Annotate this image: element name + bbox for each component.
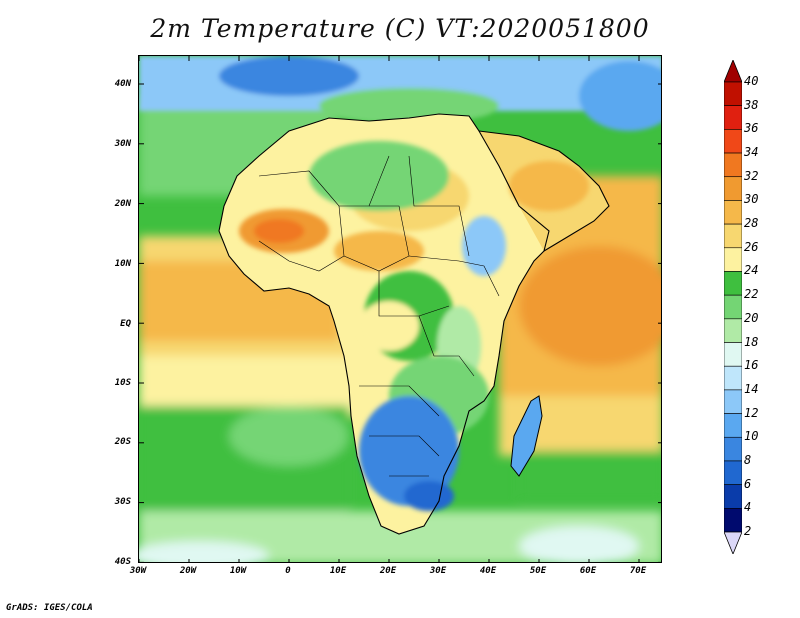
lon-label-20e: 20E xyxy=(379,566,397,576)
lat-label-30n: 30N xyxy=(114,139,131,149)
coastline xyxy=(218,113,550,535)
madagascar xyxy=(511,396,542,476)
colorbar-swatch xyxy=(724,81,742,106)
credit-text: GrADS: IGES/COLA xyxy=(6,603,93,613)
colorbar-swatch xyxy=(724,129,742,154)
colorbar-label: 6 xyxy=(744,476,752,491)
lon-label-50e: 50E xyxy=(529,566,547,576)
colorbar-bottom-triangle xyxy=(724,531,742,554)
colorbar-label: 16 xyxy=(744,358,759,373)
temperature-map xyxy=(138,55,662,563)
colorbar-label: 36 xyxy=(744,121,759,136)
arabia-coastline xyxy=(478,130,610,252)
colorbar-label: 40 xyxy=(744,74,759,88)
colorbar-label: 20 xyxy=(744,310,759,325)
colorbar-swatch xyxy=(724,247,742,272)
colorbar-label: 30 xyxy=(744,192,759,207)
colorbar-swatch xyxy=(724,389,742,414)
lon-label-10e: 10E xyxy=(329,566,347,576)
lat-label-20s: 20S xyxy=(114,437,131,447)
country-borders xyxy=(258,155,500,477)
colorbar-swatch xyxy=(724,508,742,533)
colorbar-label: 32 xyxy=(744,168,759,183)
colorbar xyxy=(724,60,742,554)
lat-label-eq: EQ xyxy=(120,319,131,329)
colorbar-label: 12 xyxy=(744,405,759,420)
colorbar-swatch xyxy=(724,413,742,438)
lat-label-10n: 10N xyxy=(114,259,131,269)
colorbar-label: 10 xyxy=(744,429,759,444)
lon-label-40e: 40E xyxy=(479,566,497,576)
colorbar-label: 8 xyxy=(744,452,752,467)
map-ticks xyxy=(139,56,661,562)
colorbar-swatch xyxy=(724,294,742,320)
colorbar-label: 24 xyxy=(744,263,759,278)
madagascar-coastline xyxy=(510,395,543,477)
colorbar-swatch xyxy=(724,484,742,509)
colorbar-label: 4 xyxy=(744,500,752,515)
colorbar-label: 14 xyxy=(744,381,759,396)
colorbar-swatch xyxy=(724,271,742,296)
lat-label-40n: 40N xyxy=(114,79,131,89)
colorbar-swatch xyxy=(724,105,742,130)
north-land-field xyxy=(139,56,661,131)
colorbar-swatches xyxy=(724,60,742,554)
map-title: 2m Temperature (C) VT:2020051800 xyxy=(150,14,650,43)
colorbar-swatch xyxy=(724,152,742,178)
lon-label-30w: 30W xyxy=(129,566,147,576)
colorbar-swatch xyxy=(724,365,742,391)
colorbar-swatch xyxy=(724,342,742,367)
lon-label-0: 0 xyxy=(285,566,291,576)
colorbar-swatch xyxy=(724,318,742,343)
colorbar-label: 2 xyxy=(744,524,752,538)
colorbar-swatch xyxy=(724,223,742,249)
colorbar-swatch xyxy=(724,436,742,462)
lon-label-70e: 70E xyxy=(629,566,647,576)
colorbar-label: 28 xyxy=(744,216,759,231)
colorbar-top-triangle xyxy=(724,60,742,83)
lat-label-10s: 10S xyxy=(114,378,131,388)
colorbar-swatch xyxy=(724,200,742,225)
colorbar-label: 34 xyxy=(744,145,759,160)
colorbar-label: 26 xyxy=(744,239,759,254)
lon-label-60e: 60E xyxy=(579,566,597,576)
lon-label-30e: 30E xyxy=(429,566,447,576)
colorbar-label: 22 xyxy=(744,287,759,302)
lat-label-40s: 40S xyxy=(114,557,131,567)
lat-label-20n: 20N xyxy=(114,199,131,209)
lat-label-30s: 30S xyxy=(114,497,131,507)
lon-label-20w: 20W xyxy=(179,566,197,576)
lon-label-10w: 10W xyxy=(229,566,247,576)
colorbar-label: 18 xyxy=(744,334,759,349)
colorbar-swatch xyxy=(724,460,742,485)
map-canvas xyxy=(139,56,661,562)
colorbar-swatch xyxy=(724,176,742,201)
colorbar-label: 38 xyxy=(744,97,759,112)
